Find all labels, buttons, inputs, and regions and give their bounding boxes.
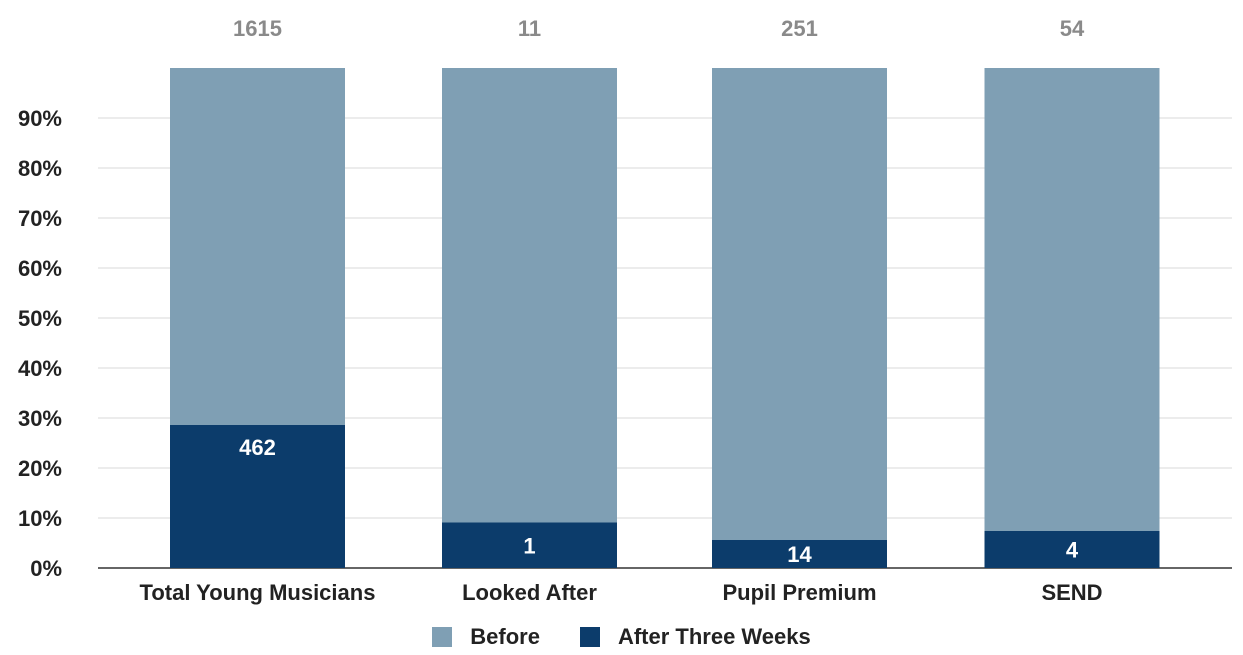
- y-tick-label: 30%: [18, 406, 62, 431]
- y-tick-label: 0%: [30, 556, 62, 581]
- y-axis-ticks: 0% 10% 20% 30% 40% 50% 60% 70% 80% 90%: [18, 106, 62, 581]
- data-label-after: 462: [239, 435, 276, 460]
- total-labels: 1615 11 251 54: [233, 16, 1085, 41]
- y-tick-label: 60%: [18, 256, 62, 281]
- total-label: 54: [1060, 16, 1085, 41]
- total-label: 1615: [233, 16, 282, 41]
- bar-after-three-weeks: [712, 540, 887, 568]
- legend-label-after-three-weeks: After Three Weeks: [617, 624, 811, 649]
- y-tick-label: 20%: [18, 456, 62, 481]
- bar-before: [442, 68, 617, 523]
- legend-swatch-after-three-weeks: [579, 627, 600, 647]
- data-label-after: 4: [1066, 538, 1079, 563]
- y-tick-label: 70%: [18, 206, 62, 231]
- legend-swatch-before: [432, 627, 453, 647]
- y-tick-label: 90%: [18, 106, 62, 131]
- data-label-after: 1: [523, 533, 535, 558]
- total-label: 251: [781, 16, 818, 41]
- y-tick-label: 10%: [18, 506, 62, 531]
- bar-before: [170, 68, 345, 425]
- y-tick-label: 40%: [18, 356, 62, 381]
- y-tick-label: 50%: [18, 306, 62, 331]
- legend-item-before[interactable]: Before: [432, 624, 540, 650]
- data-label-after: 14: [787, 542, 812, 567]
- data-labels: 462 1 14 4: [239, 435, 1079, 567]
- y-tick-label: 80%: [18, 156, 62, 181]
- x-tick-label: Total Young Musicians: [140, 580, 376, 605]
- bar-after-three-weeks: [984, 531, 1160, 568]
- legend-item-after-three-weeks[interactable]: After Three Weeks: [579, 624, 811, 650]
- bar-after-three-weeks: [442, 522, 617, 568]
- bar-before: [984, 68, 1160, 531]
- bars: [170, 68, 1160, 568]
- total-label: 11: [518, 16, 541, 41]
- bar-after-three-weeks: [170, 425, 345, 568]
- legend: Before After Three Weeks: [0, 622, 1243, 652]
- x-tick-label: Looked After: [462, 580, 597, 605]
- x-tick-label: SEND: [1041, 580, 1102, 605]
- x-tick-label: Pupil Premium: [722, 580, 876, 605]
- x-axis-ticks: Total Young Musicians Looked After Pupil P…: [140, 580, 1103, 605]
- bar-before: [712, 68, 887, 540]
- legend-label-before: Before: [470, 624, 540, 649]
